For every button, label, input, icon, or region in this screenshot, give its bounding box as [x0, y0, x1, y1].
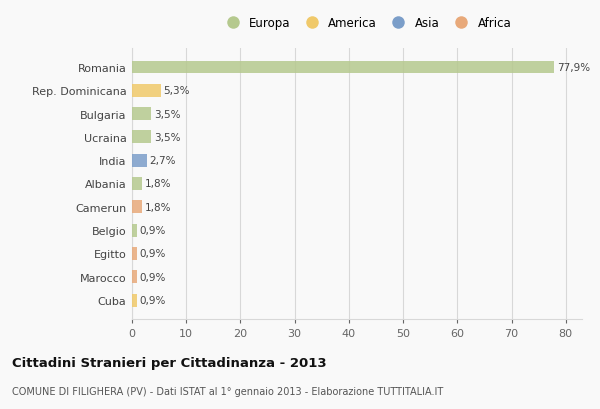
Bar	[132, 294, 137, 307]
Legend: Europa, America, Asia, Africa: Europa, America, Asia, Africa	[221, 17, 511, 30]
Text: 3,5%: 3,5%	[154, 133, 180, 142]
Text: 0,9%: 0,9%	[140, 226, 166, 236]
Text: Cittadini Stranieri per Cittadinanza - 2013: Cittadini Stranieri per Cittadinanza - 2…	[12, 356, 326, 369]
Bar	[132, 85, 161, 97]
Bar	[132, 201, 142, 214]
Text: 3,5%: 3,5%	[154, 109, 180, 119]
Text: 77,9%: 77,9%	[557, 63, 590, 73]
Text: 2,7%: 2,7%	[149, 156, 176, 166]
Bar	[132, 154, 146, 167]
Text: 0,9%: 0,9%	[140, 249, 166, 259]
Bar	[132, 108, 151, 121]
Text: 1,8%: 1,8%	[145, 179, 171, 189]
Text: 0,9%: 0,9%	[140, 272, 166, 282]
Bar	[132, 61, 554, 74]
Text: COMUNE DI FILIGHERA (PV) - Dati ISTAT al 1° gennaio 2013 - Elaborazione TUTTITAL: COMUNE DI FILIGHERA (PV) - Dati ISTAT al…	[12, 387, 443, 396]
Text: 5,3%: 5,3%	[163, 86, 190, 96]
Bar	[132, 131, 151, 144]
Bar	[132, 178, 142, 191]
Text: 1,8%: 1,8%	[145, 202, 171, 212]
Bar	[132, 224, 137, 237]
Bar	[132, 247, 137, 260]
Bar	[132, 271, 137, 283]
Text: 0,9%: 0,9%	[140, 295, 166, 306]
